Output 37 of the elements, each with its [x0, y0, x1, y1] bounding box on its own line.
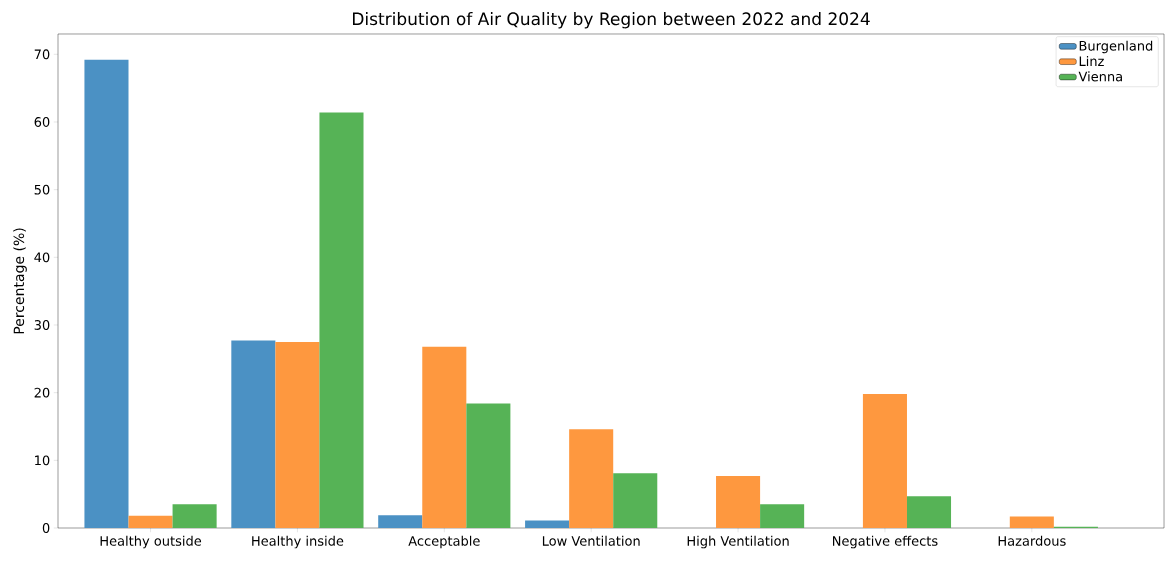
bar — [319, 112, 364, 528]
legend-label: Linz — [1079, 56, 1104, 66]
x-tick-label: Negative effects — [833, 535, 938, 549]
y-tick-label: 50 — [34, 184, 50, 195]
bar — [862, 394, 907, 528]
x-tick-label: Healthy inside — [252, 535, 344, 549]
y-tick-label: 10 — [35, 455, 50, 466]
y-tick-label: 30 — [34, 320, 50, 330]
legend-label: Burgenland — [1079, 40, 1153, 54]
bar — [525, 520, 570, 528]
bar — [569, 429, 614, 528]
bar — [1009, 516, 1054, 528]
x-tick-label: Low Ventilation — [542, 535, 640, 546]
x-tick-label: Healthy outside — [100, 535, 202, 549]
bar — [275, 341, 320, 528]
x-tick-label: Acceptable — [408, 535, 480, 549]
bar — [172, 504, 217, 528]
bar — [231, 340, 276, 528]
bar — [906, 496, 952, 528]
legend-label: Vienna — [1078, 71, 1122, 82]
bar — [613, 473, 658, 528]
bar — [128, 515, 173, 528]
y-axis-title: Percentage (%) — [13, 228, 27, 334]
bar — [378, 515, 423, 528]
y-tick-label: 70 — [34, 49, 50, 60]
x-tick-label: High Ventilation — [687, 535, 789, 549]
bar — [716, 475, 761, 528]
bar — [84, 59, 129, 528]
bar — [422, 346, 467, 528]
y-tick-label: 60 — [34, 117, 50, 127]
chart-title: Distribution of Air Quality by Region between 2022 and 2024 — [353, 12, 870, 29]
x-tick-label: Hazardous — [998, 535, 1066, 546]
y-tick-label: 20 — [34, 387, 50, 398]
y-tick-label: 40 — [34, 252, 50, 263]
bar — [466, 403, 511, 528]
y-tick-label: 0 — [42, 523, 50, 533]
bar — [760, 504, 805, 528]
